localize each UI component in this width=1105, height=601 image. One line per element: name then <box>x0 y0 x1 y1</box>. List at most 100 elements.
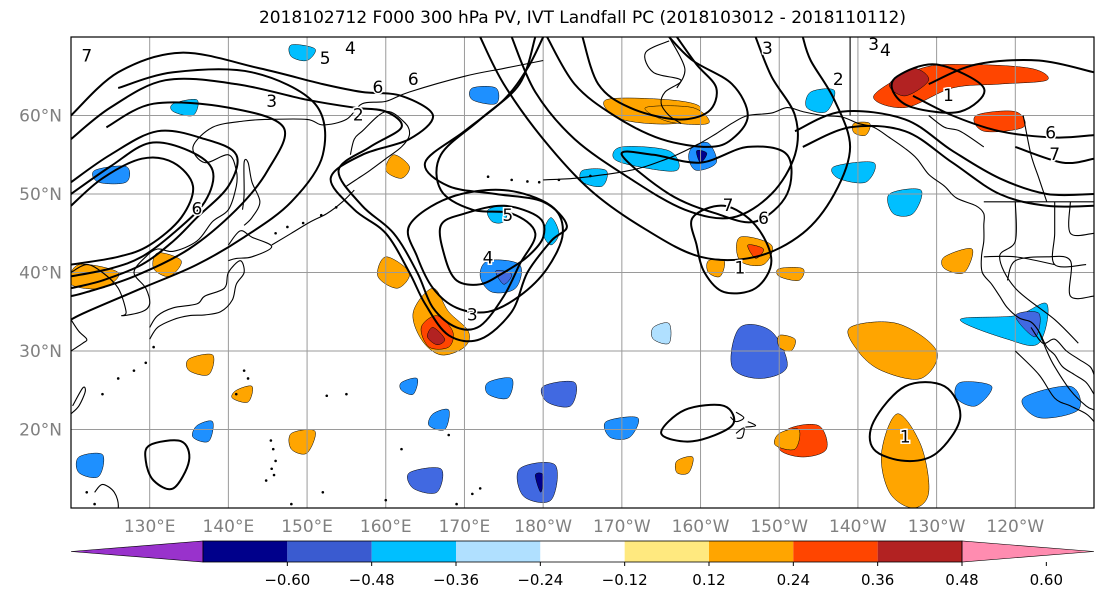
colorbar-tick-labels: −0.60 −0.48 −0.36 −0.24 −0.12 0.12 0.24 0.36 0.4… <box>264 562 1063 589</box>
coastline <box>1068 201 1094 237</box>
longitude-label: 130°E <box>124 517 176 537</box>
pv-contour-line <box>546 37 749 148</box>
ivt-anomaly-region <box>192 420 214 443</box>
longitude-label: 170°E <box>439 517 491 537</box>
colorbar-swatch <box>877 541 962 562</box>
pv-contour-line <box>890 63 986 114</box>
island <box>345 392 348 396</box>
pv-contour-label: 5 <box>502 206 513 226</box>
map-title: 2018102712 F000 300 hPa PV, IVT Landfall… <box>258 8 906 28</box>
island <box>246 377 250 380</box>
island <box>85 491 89 494</box>
pv-contour-line <box>660 403 736 443</box>
coastline <box>1014 350 1094 422</box>
coastline <box>227 230 273 262</box>
coastline <box>71 386 86 415</box>
island <box>242 369 246 372</box>
colorbar-swatch <box>624 541 709 562</box>
colorbar-swatch <box>456 541 541 562</box>
colorbar-swatch <box>540 541 625 562</box>
island <box>211 511 214 514</box>
island <box>325 394 329 398</box>
pv-contour-line <box>71 37 537 331</box>
ivt-anomaly-region <box>1015 311 1041 338</box>
colorbar-swatch <box>709 541 794 562</box>
island <box>290 502 293 506</box>
island <box>234 392 238 396</box>
coastline <box>1022 115 1048 202</box>
pv-contour-label: 6 <box>408 70 419 90</box>
colorbar-swatch <box>203 541 288 562</box>
coastline <box>1006 255 1094 300</box>
longitude-label: 160°W <box>672 517 730 537</box>
coastline <box>149 260 245 340</box>
colorbar-swatch <box>793 541 878 562</box>
coastline <box>94 483 119 508</box>
island <box>286 225 289 229</box>
pv-contour-line <box>71 68 327 321</box>
island <box>526 180 529 183</box>
island <box>274 231 277 235</box>
island <box>132 369 136 372</box>
longitude-label: 160°E <box>360 517 412 537</box>
ivt-anomaly-region <box>696 150 708 163</box>
ivt-anomaly-region <box>427 327 446 345</box>
colorbar-tick-label: −0.36 <box>433 571 479 589</box>
latitude-label: 30°N <box>19 342 62 362</box>
ivt-anomaly-region <box>399 377 419 395</box>
coastline <box>1030 327 1094 375</box>
island <box>274 459 277 463</box>
longitude-label: 150°E <box>281 517 333 537</box>
colorbar-swatches <box>70 540 1095 563</box>
pv-contour-label: 3 <box>868 35 879 55</box>
longitude-label: 150°W <box>750 517 808 537</box>
ivt-anomaly-region <box>887 188 923 217</box>
island <box>486 175 490 179</box>
pv-contour-label: 4 <box>880 41 891 61</box>
island <box>510 178 513 182</box>
ivt-anomaly-region <box>651 322 672 345</box>
colorbar-tick-label: 0.24 <box>777 571 810 589</box>
colorbar-tick-label: −0.24 <box>517 571 563 589</box>
ivt-anomaly-region <box>973 110 1026 133</box>
island <box>384 498 388 502</box>
pv-contour-line <box>71 156 195 266</box>
island <box>271 447 275 451</box>
pv-contour-line <box>794 110 1094 197</box>
pv-contour-label: 3 <box>467 306 478 326</box>
island <box>301 221 305 225</box>
island <box>184 526 187 529</box>
pv-contour-line <box>690 204 773 295</box>
colorbar-tick-label: 0.12 <box>692 571 725 589</box>
island <box>272 473 276 477</box>
colorbar: −0.60 −0.48 −0.36 −0.24 −0.12 0.12 0.24 0.36 0.4… <box>70 540 1095 589</box>
coastline <box>928 115 985 148</box>
pv-contour-label: 3 <box>266 92 277 112</box>
pv-contour-line <box>406 188 564 314</box>
coastline <box>730 411 745 423</box>
coastline <box>644 40 682 124</box>
longitude-label: 120°W <box>986 517 1044 537</box>
pv-contour-line <box>928 59 1094 86</box>
ivt-anomaly-region <box>186 353 215 376</box>
coastline <box>999 201 1079 344</box>
pv-contour-line <box>144 439 191 491</box>
ivt-anomaly-region <box>776 267 805 281</box>
coastline <box>668 37 686 89</box>
island <box>455 502 458 506</box>
island <box>264 479 268 482</box>
island <box>269 439 273 442</box>
pv-contour-label: 2 <box>833 70 844 90</box>
pv-contour-label: 7 <box>723 196 734 216</box>
pv-contour-line <box>71 129 239 290</box>
coastline <box>71 319 88 352</box>
colorbar-extend-low <box>70 540 204 563</box>
ivt-anomaly-region <box>469 86 500 105</box>
pv-contour-label: 1 <box>900 427 911 447</box>
island <box>152 345 155 349</box>
ivt-anomaly-region <box>231 385 253 403</box>
pv-contour-label: 6 <box>758 209 769 229</box>
ivt-anomaly-region <box>579 168 608 187</box>
